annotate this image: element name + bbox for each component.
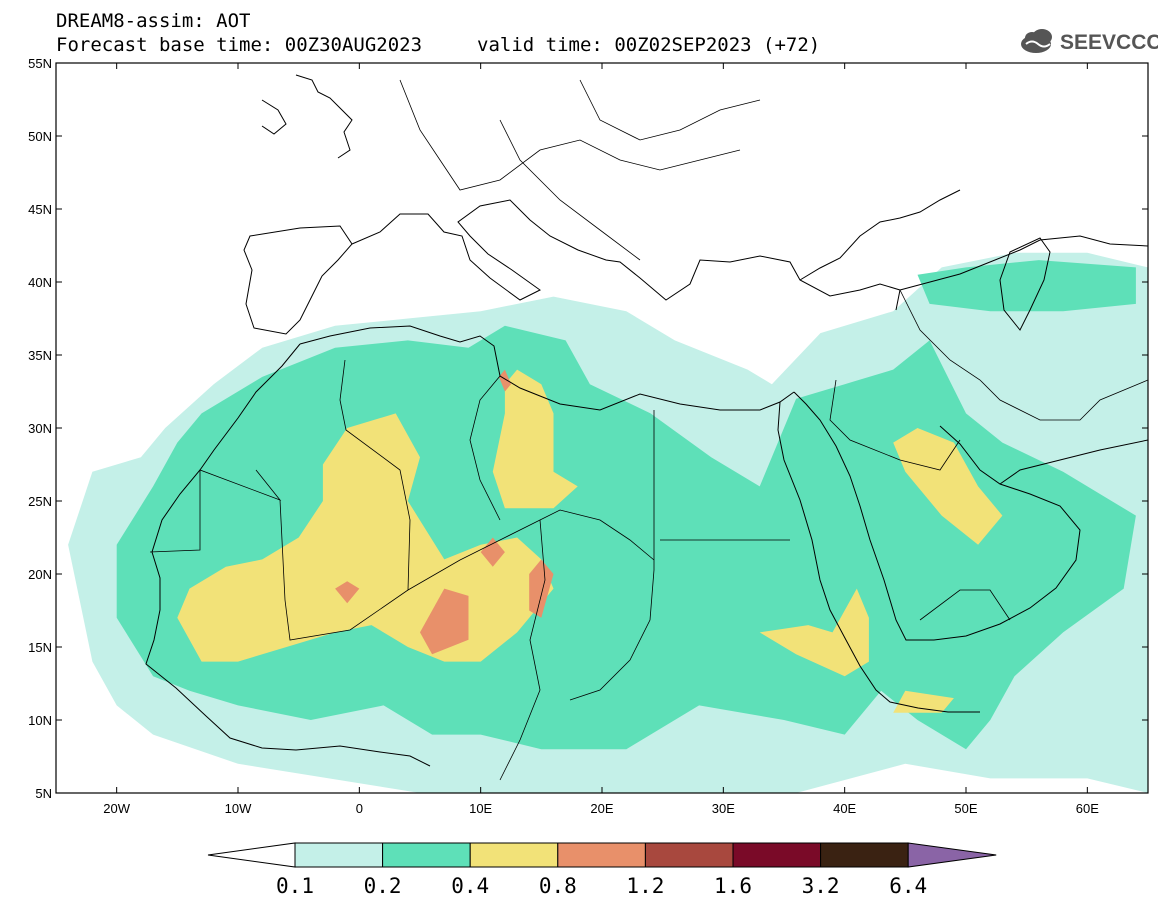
aot-region-0-4-3 — [759, 588, 869, 677]
lat-tick-label: 15N — [28, 640, 52, 655]
aot-region-0-8-2 — [480, 537, 505, 567]
colorbar-label: 1.6 — [714, 874, 752, 898]
caspian-and-asia-coast — [899, 235, 1148, 291]
colorbar-label: 0.8 — [539, 874, 577, 898]
aot-region-0-4-4 — [893, 690, 954, 713]
coastlines — [145, 74, 1148, 767]
aot-region-0-2-1 — [917, 260, 1136, 312]
colorbar-box — [732, 842, 822, 868]
aot-region-0-4-1 — [492, 369, 578, 509]
colorbar-box — [820, 842, 909, 868]
lon-tick-label: 20E — [590, 801, 613, 816]
map-title: DREAM8-assim: AOT — [56, 10, 251, 32]
border-mauritania — [149, 469, 282, 553]
lat-tick-label: 10N — [28, 713, 52, 728]
lat-tick-label: 25N — [28, 494, 52, 509]
colorbar-label: 0.4 — [451, 874, 489, 898]
lon-tick-label: 50E — [954, 801, 977, 816]
colorbar-box — [294, 842, 384, 868]
lat-tick-label: 55N — [28, 56, 52, 71]
lon-tick-label: 10E — [469, 801, 492, 816]
aot-region-0-8-4 — [335, 581, 360, 604]
lon-tick-label: 20W — [103, 801, 130, 816]
border-iran — [899, 289, 1148, 421]
time-line: Forecast base time: 00Z30AUG2023 valid ti… — [56, 34, 820, 56]
border-chad — [499, 519, 546, 781]
lon-tick-label: 0 — [356, 801, 363, 816]
latitude-ticks: 55N 50N 45N 40N 35N 30N 25N 20N 15N 10N 5N — [28, 56, 1148, 801]
logo-text: SEEVCCC — [1060, 31, 1158, 54]
aot-region-0-8-1 — [529, 559, 554, 618]
arabia-coast — [793, 391, 1081, 641]
aot-region-0-8-0 — [420, 588, 469, 655]
gulf-coast — [999, 439, 1148, 485]
colorbar-boxes — [207, 842, 997, 868]
border-north-africa — [339, 359, 655, 591]
seevccc-logo: SEEVCCC — [1018, 26, 1162, 56]
valid-time: valid time: 00Z02SEP2023 (+72) — [477, 34, 821, 56]
lon-tick-label: 40E — [833, 801, 856, 816]
lat-tick-label: 35N — [28, 348, 52, 363]
black-sea-coast — [799, 189, 961, 281]
colorbar-label: 3.2 — [802, 874, 840, 898]
base-time: Forecast base time: 00Z30AUG2023 — [56, 34, 423, 56]
britain-coast — [295, 74, 353, 159]
border-europe-1 — [399, 79, 741, 191]
lon-tick-label: 10W — [225, 801, 252, 816]
caspian-sea — [999, 237, 1051, 331]
border-europe-2 — [499, 119, 641, 261]
colorbar-under-arrow — [207, 842, 296, 868]
colorbar-box — [557, 842, 646, 868]
aot-region-0-4-2 — [893, 428, 1003, 545]
lat-tick-label: 5N — [35, 786, 52, 801]
colorbar-label: 0.1 — [276, 874, 314, 898]
border-yemen — [919, 589, 1011, 621]
colorbar-over-arrow — [907, 842, 997, 868]
west-africa-coast — [145, 343, 431, 767]
south-med-coast — [299, 325, 795, 411]
colorbar-label: 1.2 — [626, 874, 664, 898]
lon-tick-label: 30E — [712, 801, 735, 816]
colorbar-label: 6.4 — [889, 874, 927, 898]
aot-region-0-8-3 — [498, 369, 511, 392]
red-sea-west-coast — [777, 401, 980, 713]
border-libya-west — [469, 375, 501, 521]
lat-tick-label: 50N — [28, 129, 52, 144]
colorbar-box — [644, 842, 734, 868]
colorbar-labels: 0.1 0.2 0.4 0.8 1.2 1.6 3.2 6.4 — [276, 874, 927, 898]
colorbar-box — [469, 842, 559, 868]
border-saudi-north — [829, 379, 961, 471]
country-borders — [149, 79, 1148, 781]
lon-tick-label: 60E — [1076, 801, 1099, 816]
cloud-icon — [1021, 29, 1052, 53]
lat-tick-label: 40N — [28, 275, 52, 290]
colorbar-label: 0.2 — [364, 874, 402, 898]
iberia-coast — [243, 225, 353, 335]
north-med-coast — [351, 199, 901, 311]
border-egypt-sudan — [569, 410, 655, 701]
lat-tick-label: 20N — [28, 567, 52, 582]
longitude-ticks: 20W 10W 0 10E 20E 30E 40E 50E 60E — [103, 63, 1099, 816]
colorbar-box — [382, 842, 471, 868]
border-mali — [279, 499, 409, 641]
border-europe-3 — [579, 79, 761, 141]
lat-tick-label: 30N — [28, 421, 52, 436]
ireland-coast — [261, 99, 287, 135]
lat-tick-label: 45N — [28, 202, 52, 217]
